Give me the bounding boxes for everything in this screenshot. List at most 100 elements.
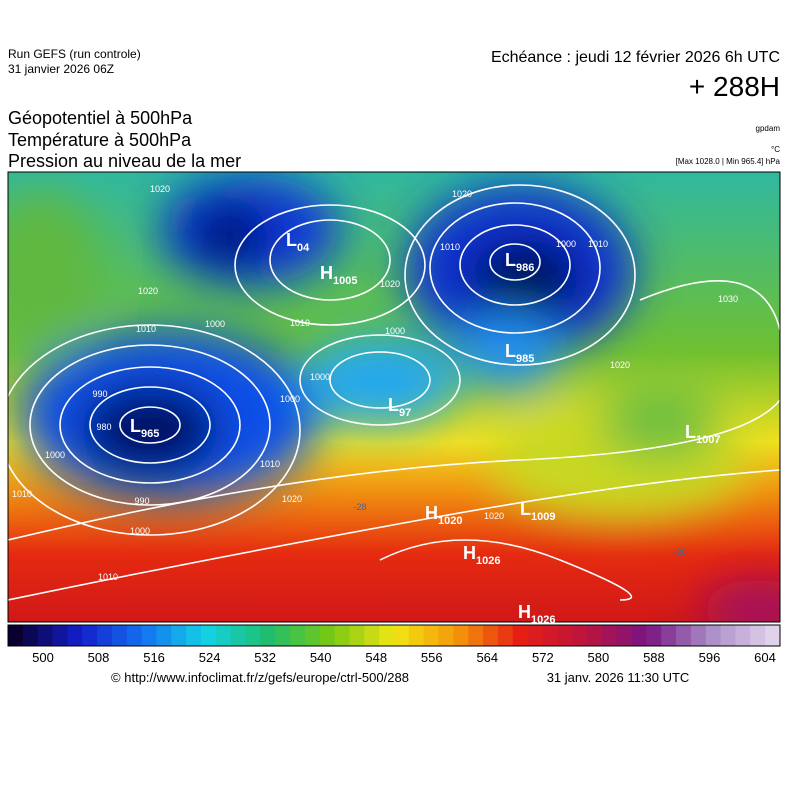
colorbar-swatch [646, 625, 662, 646]
colorbar-swatch [334, 625, 350, 646]
colorbar-swatch [67, 625, 83, 646]
center-value: 97 [399, 407, 411, 419]
map [8, 172, 780, 622]
contour-label: 1000 [280, 394, 300, 404]
center-symbol: L [685, 422, 696, 442]
contour-label: 990 [92, 389, 107, 399]
colorbar-tick-label: 604 [754, 650, 776, 665]
blob [460, 310, 560, 390]
colorbar-tick-label: 500 [32, 650, 54, 665]
colorbar-swatch [572, 625, 588, 646]
colorbar-swatch [319, 625, 336, 646]
blob [300, 335, 460, 425]
blob [700, 580, 780, 622]
center-symbol: H [518, 602, 531, 622]
colorbar-swatch [720, 625, 736, 646]
colorbar-swatch [37, 625, 54, 646]
colorbar-tick-label: 548 [365, 650, 387, 665]
center-value: 1026 [476, 555, 500, 567]
field-name: Température à 500hPa [8, 130, 192, 150]
colorbar-swatch [661, 625, 677, 646]
colorbar-swatch [141, 625, 157, 646]
colorbar-swatch [542, 625, 558, 646]
colorbar-swatch [483, 625, 499, 646]
pressure-center: H1026 [463, 543, 500, 567]
contour-label: 1020 [380, 279, 400, 289]
colorbar-swatch [705, 625, 722, 646]
colorbar-frame [7, 624, 781, 647]
colorbar-swatch [186, 625, 202, 646]
colorbar-tick-label: 572 [532, 650, 554, 665]
contour-label: -28 [353, 502, 366, 512]
pressure-center: L985 [505, 341, 534, 365]
pressure-center: H1026 [518, 602, 555, 626]
colorbar-swatch [468, 625, 484, 646]
contour-label: 1020 [484, 511, 504, 521]
contour-label: 1000 [45, 450, 65, 460]
run-date: 31 janvier 2026 06Z [8, 62, 114, 76]
center-value: 1009 [531, 511, 555, 523]
colorbar-swatch [601, 625, 618, 646]
center-symbol: L [388, 395, 399, 415]
colorbar-swatch [275, 625, 291, 646]
contour-label: 1010 [440, 242, 460, 252]
blob [80, 385, 220, 475]
colorbar-swatch [364, 625, 380, 646]
center-symbol: L [286, 230, 297, 250]
colorbar-swatch [230, 625, 247, 646]
colorbar-swatch [8, 625, 24, 646]
colorbar-swatch [156, 625, 172, 646]
pressure-center: H1005 [320, 263, 357, 287]
colorbar-swatch [260, 625, 276, 646]
pressure-center: L986 [505, 250, 534, 274]
colorbar-tick-label: 516 [143, 650, 165, 665]
colorbar-swatch [171, 625, 187, 646]
unit: [Max 1028.0 | Min 965.4] hPa [676, 157, 781, 166]
colorbar-tick-label: 588 [643, 650, 665, 665]
pressure-center: H1020 [425, 503, 462, 527]
blob [190, 205, 270, 265]
colorbar-swatch [215, 625, 232, 646]
colorbar-swatch [52, 625, 68, 646]
contour-label: 1000 [310, 372, 330, 382]
center-value: 1026 [531, 614, 555, 626]
colorbar-tick-label: 596 [699, 650, 721, 665]
pressure-center: L965 [130, 416, 159, 440]
colorbar-tick-label: 532 [254, 650, 276, 665]
colorbar-swatch [527, 625, 543, 646]
center-symbol: L [505, 250, 516, 270]
contour-label: 1000 [130, 526, 150, 536]
center-symbol: H [463, 543, 476, 563]
colorbar-swatch [290, 625, 306, 646]
colorbar-tick-label: 524 [199, 650, 221, 665]
center-symbol: L [505, 341, 516, 361]
contour-label: 1020 [138, 286, 158, 296]
colorbar-swatch [423, 625, 440, 646]
colorbar-swatch [631, 625, 647, 646]
contour-label: 1010 [260, 459, 280, 469]
colorbar-tick-label: 556 [421, 650, 443, 665]
colorbar: 500 508 516 524 532 540 548 556 564 572 580 588 596 6… [7, 624, 781, 665]
center-value: 986 [516, 262, 534, 274]
colorbar-swatch [735, 625, 751, 646]
isobars [8, 184, 780, 601]
colorbar-swatch [750, 625, 766, 646]
colorbar-swatch [22, 625, 39, 646]
colorbar-swatch [408, 625, 425, 646]
field-name: Pression au niveau de la mer [8, 151, 241, 171]
contour-label: 1010 [136, 324, 156, 334]
pressure-center: L97 [388, 395, 411, 419]
pressure-center: L04 [286, 230, 310, 254]
contour-label: 1000 [556, 239, 576, 249]
center-symbol: L [130, 416, 141, 436]
colorbar-swatch [111, 625, 128, 646]
contour-label: -20 [673, 547, 686, 557]
contour-label: 1010 [290, 318, 310, 328]
pressure-center: L1009 [520, 499, 555, 523]
colorbar-swatch [201, 625, 217, 646]
unit: gpdam [756, 124, 781, 133]
colorbar-swatch [438, 625, 454, 646]
forecast-time: Echéance : jeudi 12 février 2026 6h UTC [491, 49, 780, 66]
colorbar-swatch [690, 625, 707, 646]
